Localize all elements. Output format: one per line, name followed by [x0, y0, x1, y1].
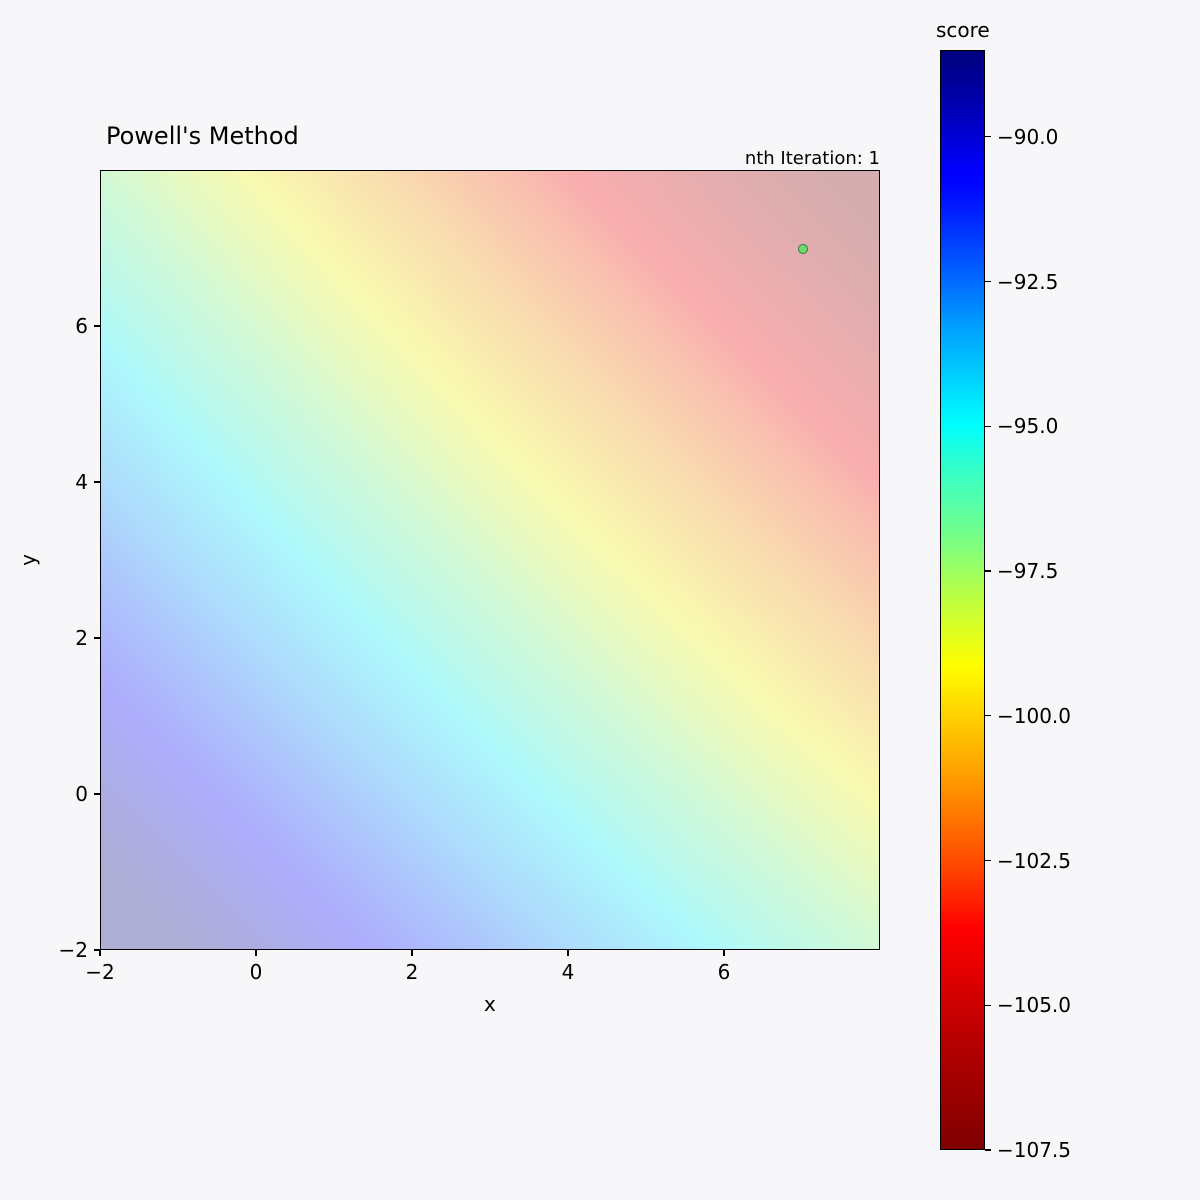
colorbar-tick-mark	[985, 426, 991, 427]
x-tick-label: 6	[718, 960, 731, 984]
y-tick-label: 0	[58, 782, 88, 806]
x-axis-label: x	[484, 992, 496, 1016]
colorbar-tick-mark	[985, 1149, 991, 1150]
colorbar-tick-mark	[985, 136, 991, 137]
x-tick-mark	[99, 950, 100, 956]
colorbar-tick-label: −100.0	[997, 704, 1071, 728]
y-tick-mark	[94, 481, 100, 482]
y-tick-mark	[94, 637, 100, 638]
colorbar-tick-label: −92.5	[997, 270, 1058, 294]
y-tick-label: 4	[58, 470, 88, 494]
x-tick-label: −2	[85, 960, 114, 984]
x-tick-mark	[255, 950, 256, 956]
colorbar-canvas	[941, 51, 984, 1149]
colorbar-tick-mark	[985, 570, 991, 571]
x-tick-label: 0	[250, 960, 263, 984]
y-axis-label: y	[16, 554, 40, 566]
x-tick-mark	[723, 950, 724, 956]
y-tick-label: −2	[58, 938, 88, 962]
x-tick-mark	[567, 950, 568, 956]
colorbar-tick-mark	[985, 860, 991, 861]
colorbar-tick-label: −102.5	[997, 849, 1071, 873]
colorbar-tick-label: −97.5	[997, 559, 1058, 583]
colorbar-tick-label: −107.5	[997, 1138, 1071, 1162]
iteration-annotation: nth Iteration: 1	[745, 148, 880, 169]
x-tick-label: 4	[562, 960, 575, 984]
main-plot-area	[100, 170, 880, 950]
heatmap-canvas	[101, 171, 879, 949]
x-tick-label: 2	[406, 960, 419, 984]
y-tick-mark	[94, 793, 100, 794]
y-tick-label: 2	[58, 626, 88, 650]
y-tick-mark	[94, 325, 100, 326]
y-tick-label: 6	[58, 314, 88, 338]
iteration-marker	[798, 244, 808, 254]
colorbar-tick-label: −95.0	[997, 414, 1058, 438]
x-tick-mark	[411, 950, 412, 956]
plot-title: Powell's Method	[106, 122, 299, 150]
colorbar-tick-mark	[985, 715, 991, 716]
colorbar-tick-label: −90.0	[997, 125, 1058, 149]
y-tick-mark	[94, 949, 100, 950]
figure: Powell's Method nth Iteration: 1 x y −2 0…	[0, 0, 1200, 1200]
colorbar-tick-mark	[985, 281, 991, 282]
colorbar-title: score	[936, 18, 990, 42]
colorbar-tick-mark	[985, 1005, 991, 1006]
colorbar-tick-label: −105.0	[997, 993, 1071, 1017]
colorbar	[940, 50, 985, 1150]
